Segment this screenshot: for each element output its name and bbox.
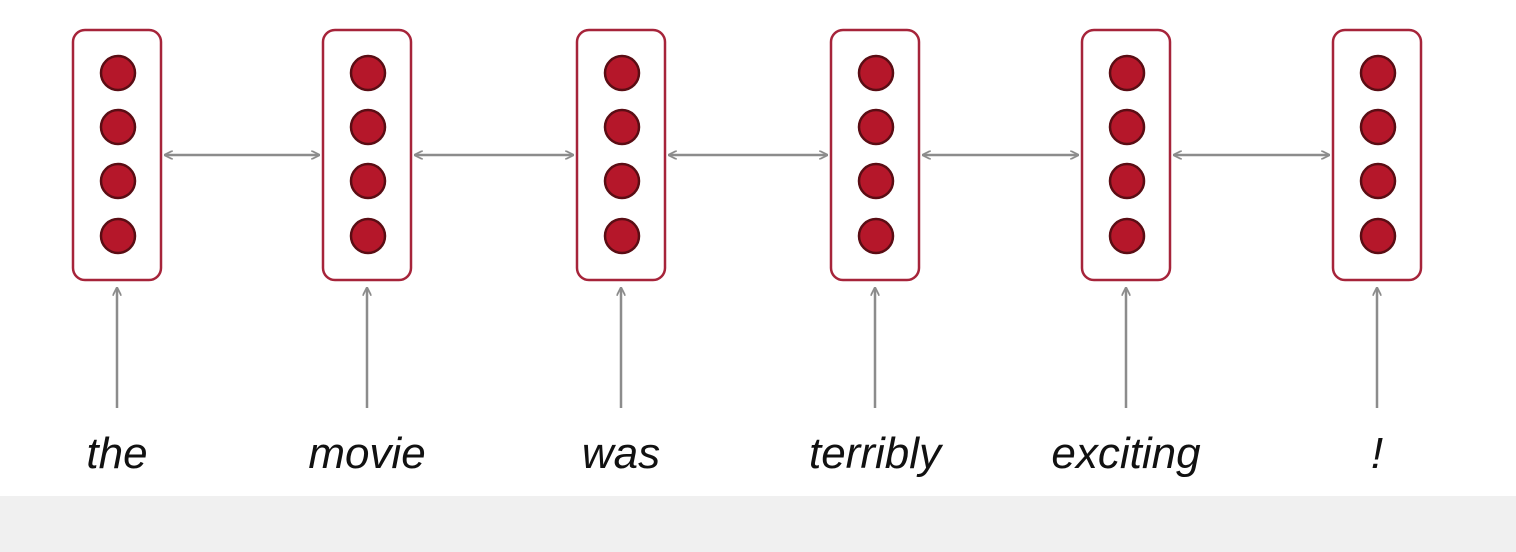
hidden-state-cell [1331, 28, 1423, 282]
neuron-unit [857, 217, 895, 255]
neuron-unit [99, 162, 137, 200]
cell-border [321, 28, 413, 282]
hidden-state-cell [321, 28, 413, 282]
token-label: ! [1371, 429, 1383, 478]
neuron-unit [857, 108, 895, 146]
neuron-unit [603, 217, 641, 255]
neuron-unit [603, 54, 641, 92]
hidden-state-cell [829, 28, 921, 282]
hidden-state-cell [575, 28, 667, 282]
token-label: movie [308, 429, 425, 478]
token-label: was [582, 429, 660, 478]
neuron-unit [349, 217, 387, 255]
neuron-unit [1108, 162, 1146, 200]
neuron-unit [857, 162, 895, 200]
cell-border [1080, 28, 1172, 282]
token-label: terribly [809, 429, 944, 478]
neuron-unit [99, 54, 137, 92]
hidden-state-cell [71, 28, 163, 282]
neuron-unit [1359, 217, 1397, 255]
neuron-unit [1108, 54, 1146, 92]
neuron-unit [857, 54, 895, 92]
token-label: exciting [1051, 429, 1201, 478]
neuron-unit [1359, 54, 1397, 92]
cell-border [71, 28, 163, 282]
neuron-unit [603, 162, 641, 200]
neuron-unit [1359, 162, 1397, 200]
cell-border [1331, 28, 1423, 282]
bottom-band [0, 496, 1516, 552]
token-label: the [86, 429, 147, 478]
neuron-unit [349, 54, 387, 92]
neuron-unit [349, 162, 387, 200]
neuron-unit [1359, 108, 1397, 146]
neuron-unit [349, 108, 387, 146]
cell-border [575, 28, 667, 282]
neuron-unit [1108, 108, 1146, 146]
hidden-state-cell [1080, 28, 1172, 282]
neuron-unit [603, 108, 641, 146]
neuron-unit [99, 217, 137, 255]
neuron-unit [1108, 217, 1146, 255]
neuron-unit [99, 108, 137, 146]
cell-border [829, 28, 921, 282]
